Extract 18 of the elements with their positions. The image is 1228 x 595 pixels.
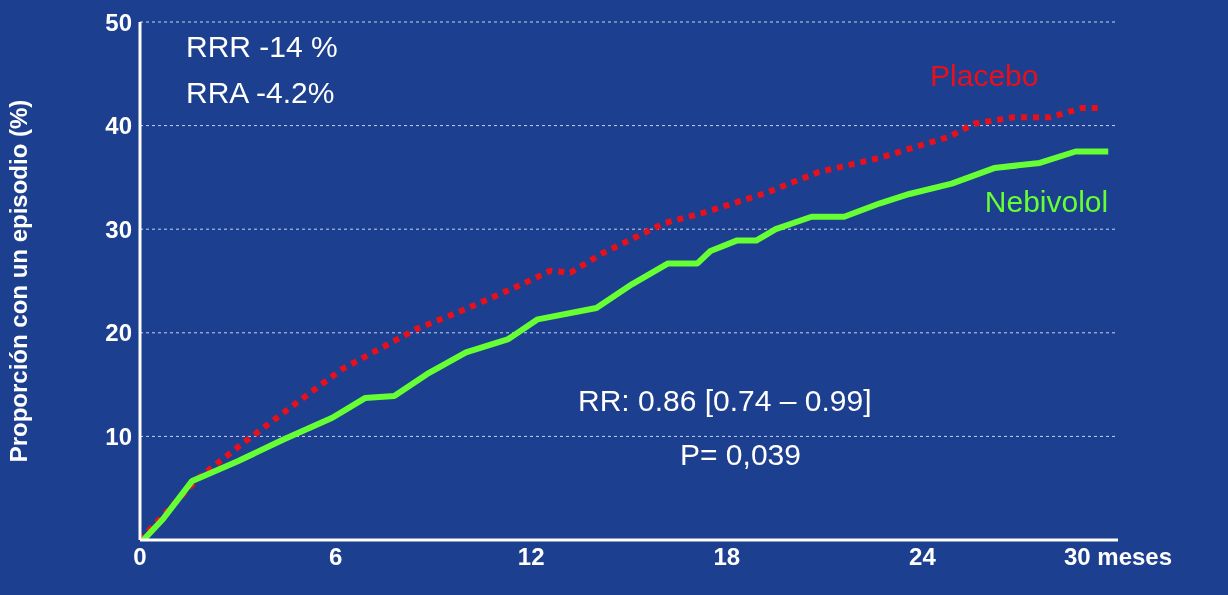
annotation: RRA -4.2% bbox=[186, 76, 335, 110]
y-axis-title: Proporción con un episodio (%) bbox=[4, 99, 32, 463]
series-label: Nebivolol bbox=[984, 184, 1109, 218]
x-tick-label: 12 bbox=[517, 543, 545, 571]
annotation: RR: 0.86 [0.74 – 0.99] bbox=[578, 384, 872, 418]
x-tick-label: 0 bbox=[133, 543, 147, 571]
y-tick-label: 50 bbox=[105, 8, 132, 36]
x-tick-label: 6 bbox=[328, 543, 343, 571]
annotation: P= 0,039 bbox=[680, 438, 801, 472]
y-tick-label: 30 bbox=[105, 215, 132, 243]
series-label: Placebo bbox=[930, 58, 1039, 92]
y-tick-label: 10 bbox=[105, 422, 132, 450]
x-tick-label: 18 bbox=[713, 543, 741, 571]
y-tick-label: 40 bbox=[105, 112, 132, 140]
x-tick-label: 24 bbox=[909, 543, 937, 571]
y-tick-label: 20 bbox=[105, 319, 132, 347]
x-tick-label: 30 meses bbox=[1063, 543, 1173, 571]
annotation: RRR -14 % bbox=[186, 30, 338, 64]
